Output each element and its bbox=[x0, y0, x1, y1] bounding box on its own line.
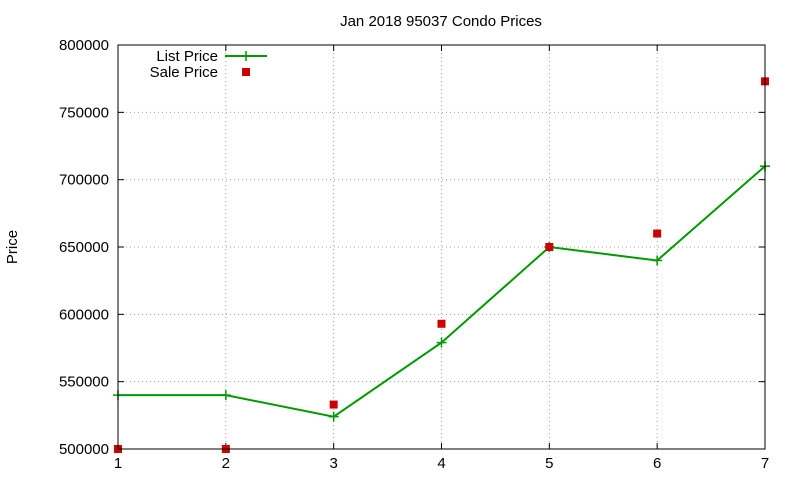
x-tick-label: 4 bbox=[437, 455, 445, 472]
list-price-point bbox=[652, 255, 663, 266]
y-tick-label: 750000 bbox=[59, 104, 109, 121]
sale-price-point bbox=[437, 319, 446, 328]
legend-marker-list-price bbox=[241, 51, 251, 61]
list-price-point bbox=[220, 390, 231, 401]
x-tick-label: 6 bbox=[653, 455, 661, 472]
list-price-series bbox=[113, 161, 770, 422]
y-tick-label: 500000 bbox=[59, 441, 109, 458]
data-series bbox=[113, 77, 770, 453]
legend-label-sale-price: Sale Price bbox=[150, 64, 218, 81]
x-tick-label: 3 bbox=[329, 455, 337, 472]
y-axis-label: Price bbox=[4, 230, 21, 264]
plot-frame bbox=[117, 44, 766, 450]
grid-lines bbox=[118, 45, 765, 449]
axis-ticks: 500000 550000 600000 650000 700000 750000 8000… bbox=[59, 37, 769, 472]
y-tick-label: 550000 bbox=[59, 374, 109, 391]
y-tick-label: 600000 bbox=[59, 306, 109, 323]
x-tick-label: 7 bbox=[761, 455, 769, 472]
x-tick-label: 2 bbox=[222, 455, 230, 472]
x-tick-label: 1 bbox=[114, 455, 122, 472]
list-price-point bbox=[328, 411, 339, 422]
list-price-point bbox=[436, 337, 447, 348]
list-price-line bbox=[118, 165, 766, 418]
y-tick-label: 800000 bbox=[59, 37, 109, 54]
legend-label-list-price: List Price bbox=[156, 48, 218, 65]
sale-price-point bbox=[329, 400, 338, 409]
sale-price-point bbox=[545, 243, 554, 251]
chart-title: Jan 2018 95037 Condo Prices bbox=[340, 13, 542, 30]
x-tick-label: 5 bbox=[545, 455, 553, 472]
y-tick-label: 700000 bbox=[59, 172, 109, 189]
y-tick-label: 650000 bbox=[59, 239, 109, 256]
legend-marker-sale-price bbox=[242, 68, 250, 76]
sale-price-point bbox=[653, 229, 662, 238]
